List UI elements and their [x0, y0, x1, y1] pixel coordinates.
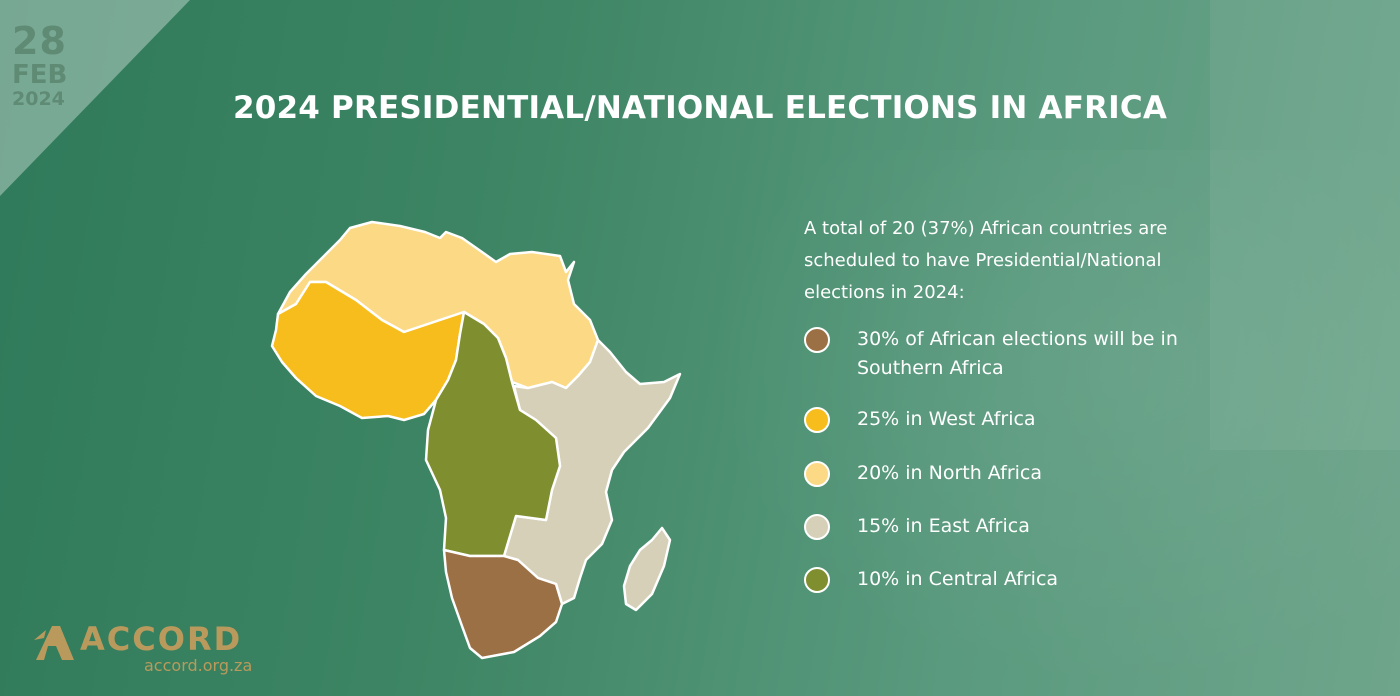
date-stamp: 28 FEB 2024 [12, 22, 82, 109]
legend-dot-west-africa [804, 407, 830, 433]
legend-dot-north-africa [804, 461, 830, 487]
legend-item-east-africa: 15% in East Africa [804, 512, 1197, 541]
legend-dot-southern-africa [804, 327, 830, 353]
date-day: 28 [12, 19, 67, 63]
accord-logo: ACCORD accord.org.za [32, 620, 272, 680]
intro-text: A total of 20 (37%) African countries ar… [804, 218, 1168, 303]
region-southern-africa [442, 548, 564, 660]
page-title: 2024 PRESIDENTIAL/NATIONAL ELECTIONS IN … [232, 90, 1168, 126]
legend-item-central-africa: 10% in Central Africa [804, 565, 1197, 594]
legend-dot-east-africa [804, 514, 830, 540]
africa-map [270, 220, 682, 660]
accord-logo-icon [34, 626, 74, 660]
logo-url: accord.org.za [144, 656, 253, 675]
logo-wordmark: ACCORD [80, 620, 243, 658]
background-panel [1210, 0, 1400, 450]
legend-label: 15% in East Africa [857, 515, 1030, 537]
legend-item-north-africa: 20% in North Africa [804, 459, 1197, 488]
legend-label: 25% in West Africa [857, 408, 1036, 430]
region-madagascar [622, 526, 672, 612]
date-year: 2024 [12, 88, 65, 110]
legend-item-west-africa: 25% in West Africa [804, 405, 1197, 434]
legend-label: 10% in Central Africa [857, 568, 1059, 590]
legend-item-southern-africa: 30% of African elections will be in Sout… [804, 325, 1197, 383]
legend-dot-central-africa [804, 567, 830, 593]
date-month: FEB [12, 60, 68, 90]
legend-label: 20% in North Africa [857, 462, 1042, 484]
legend-label: 30% of African elections will be in Sout… [857, 328, 1178, 379]
region-central-africa [424, 310, 562, 558]
